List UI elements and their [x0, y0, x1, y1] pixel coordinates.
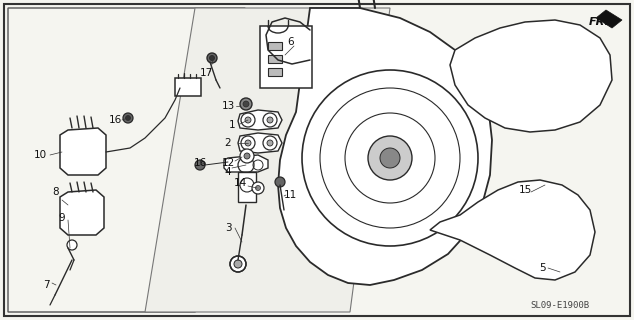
Bar [268, 68, 282, 76]
Bar [268, 42, 282, 50]
Text: 7: 7 [42, 280, 49, 290]
Polygon shape [430, 180, 595, 280]
Circle shape [252, 182, 264, 194]
Text: 10: 10 [34, 150, 46, 160]
Text: 13: 13 [221, 101, 235, 111]
Text: 12: 12 [221, 158, 235, 168]
Text: 6: 6 [288, 37, 294, 47]
Polygon shape [238, 133, 282, 153]
Text: 15: 15 [519, 185, 532, 195]
Polygon shape [596, 10, 622, 28]
Text: 11: 11 [283, 190, 297, 200]
Text: 8: 8 [53, 187, 60, 197]
Polygon shape [450, 20, 612, 132]
Text: 1: 1 [229, 120, 235, 130]
Circle shape [67, 240, 77, 250]
Circle shape [209, 55, 214, 60]
Bar [268, 55, 282, 63]
Polygon shape [60, 128, 106, 175]
Polygon shape [238, 110, 282, 130]
Bar [260, 26, 312, 88]
Circle shape [256, 186, 261, 190]
Bar [175, 78, 201, 96]
Circle shape [230, 256, 246, 272]
Polygon shape [145, 8, 390, 312]
Circle shape [267, 140, 273, 146]
Text: 16: 16 [108, 115, 122, 125]
Circle shape [368, 136, 412, 180]
Circle shape [275, 177, 285, 187]
Text: FR.: FR. [589, 17, 610, 27]
Circle shape [240, 149, 254, 163]
Polygon shape [60, 190, 104, 235]
Circle shape [123, 113, 133, 123]
Text: 5: 5 [540, 263, 547, 273]
Circle shape [245, 140, 251, 146]
Polygon shape [8, 8, 245, 312]
Circle shape [380, 148, 400, 168]
Text: 17: 17 [199, 68, 212, 78]
Circle shape [267, 117, 273, 123]
Text: 2: 2 [224, 138, 231, 148]
Text: 16: 16 [193, 158, 207, 168]
Circle shape [195, 160, 205, 170]
Circle shape [244, 153, 250, 159]
Circle shape [207, 53, 217, 63]
Text: 3: 3 [224, 223, 231, 233]
Circle shape [240, 98, 252, 110]
Polygon shape [278, 8, 492, 285]
Text: 14: 14 [233, 178, 247, 188]
Bar [238, 172, 256, 202]
Text: SL09-E1900B: SL09-E1900B [531, 301, 590, 310]
Circle shape [234, 260, 242, 268]
Text: 9: 9 [59, 213, 65, 223]
Polygon shape [224, 155, 268, 172]
Circle shape [126, 116, 131, 121]
Circle shape [245, 117, 251, 123]
Text: 4: 4 [224, 167, 231, 177]
Circle shape [243, 101, 249, 107]
